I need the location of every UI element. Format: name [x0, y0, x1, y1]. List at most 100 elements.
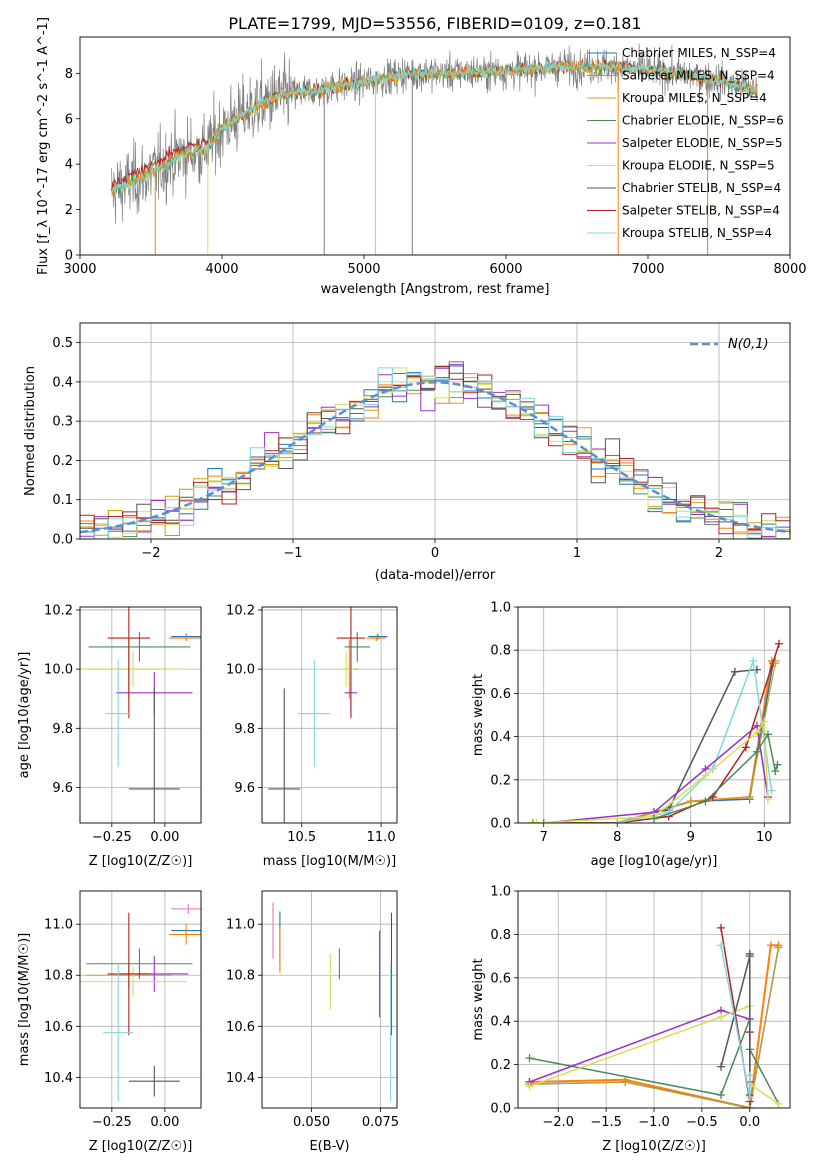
y-tick-label: 10.0	[44, 663, 73, 678]
y-tick-label: 10.6	[226, 1020, 255, 1035]
x-tick-label: 4000	[205, 262, 238, 277]
axes-frame	[261, 606, 398, 824]
x-tick-label: 8	[613, 830, 621, 845]
marker-chabrier_stelib	[745, 949, 754, 958]
x-tick-label: 0.00	[150, 830, 179, 845]
plot-area	[80, 607, 201, 823]
marker-chabrier_elodie	[701, 797, 710, 806]
x-tick-label: 0.075	[362, 1115, 399, 1130]
panel-residuals: −2 −1 0 1 2 0.0 0.1 0.2 0.3 0.4 0.5 (data-model)/er…	[23, 322, 791, 583]
y-tick-label: 11.0	[226, 918, 255, 933]
x-tick-label: 11.0	[367, 830, 396, 845]
y-tick-label: 0.8	[490, 928, 511, 943]
legend-label-normal: N(0,1)	[728, 337, 769, 352]
x-tick-label: 10	[756, 830, 773, 845]
y-tick-label: 10.8	[44, 969, 73, 984]
marker-kroupa_miles	[745, 793, 754, 802]
x-axis-label: wavelength [Angstrom, rest frame]	[321, 282, 550, 297]
marker-salpeter_elodie	[539, 819, 548, 823]
legend: Chabrier MILES, N_SSP=4 Salpeter MILES, N…	[587, 46, 784, 240]
legend-label-salpeter_stelib: Salpeter STELIB, N_SSP=4	[622, 204, 780, 218]
y-axis-label: age [log10(age/yr)]	[17, 652, 32, 779]
y-axis-label: mass [log10(M/M☉)]	[17, 933, 32, 1066]
x-tick-label: 3000	[63, 262, 96, 277]
x-axis-label: (data-model)/error	[375, 568, 496, 583]
marker-kroupa_stelib	[767, 786, 776, 795]
panel-mass_vs_ebv: 0.050 0.075 10.4 10.6 10.8 11.0 E(B-V)	[226, 890, 399, 1154]
legend-label-chabrier_stelib: Chabrier STELIB, N_SSP=4	[622, 181, 781, 195]
normal-curve	[80, 381, 790, 534]
line-chabrier_stelib	[720, 953, 751, 1095]
errorbar-kroupa_stelib	[298, 660, 331, 767]
legend-label-salpeter_miles: Salpeter MILES, N_SSP=4	[622, 69, 775, 83]
y-tick-label: 9.6	[234, 781, 255, 796]
model-line-kroupa_stelib	[110, 60, 758, 194]
y-axis-label: mass weight	[471, 958, 486, 1040]
x-tick-label: −0.25	[92, 830, 132, 845]
marker-kroupa_elodie	[760, 717, 769, 726]
x-axis-label: Z [log10(Z/Z☉)]	[89, 1139, 193, 1154]
y-tick-label: 0.6	[490, 687, 511, 702]
line-kroupa_miles	[529, 947, 780, 1108]
y-tick-label: 0.0	[52, 533, 73, 548]
errorbar-salpeter_miles	[169, 924, 201, 945]
figure-title: PLATE=1799, MJD=53556, FIBERID=0109, z=0…	[228, 14, 641, 33]
marker-salpeter_stelib	[741, 743, 750, 752]
errorbar-kroupa_elodie	[80, 966, 187, 997]
legend-label-chabrier_elodie: Chabrier ELODIE, N_SSP=6	[622, 114, 784, 128]
errorbar-salpeter_stelib	[107, 607, 151, 718]
y-tick-label: 0	[65, 249, 73, 264]
panel-mass_vs_Z: −0.25 0.00 10.4 10.6 10.8 11.0 Z [log10(Z/Z☉)]…	[17, 890, 202, 1154]
histogram-salpeter_stelib	[80, 366, 790, 539]
axes-frame	[79, 606, 202, 824]
errorbar-salpeter_stelib	[107, 912, 151, 1036]
marker-salpeter_stelib	[774, 639, 783, 648]
marker-kroupa_miles	[528, 819, 537, 823]
x-tick-label: 5000	[347, 262, 380, 277]
y-tick-label: 9.8	[234, 722, 255, 737]
y-tick-label: 9.6	[52, 781, 73, 796]
legend-label-chabrier_miles: Chabrier MILES, N_SSP=4	[622, 46, 776, 60]
axes-frame	[79, 36, 791, 256]
marker-chabrier_stelib	[730, 667, 739, 676]
marker-chabrier_elodie	[525, 1054, 534, 1063]
marker-chabrier_stelib	[717, 1062, 726, 1071]
panel-spectrum: 3000 4000 5000 6000 7000 8000 0 2 4 6 8 wavelength …	[36, 17, 807, 297]
x-tick-label: −1.0	[638, 1115, 670, 1130]
marker-kroupa_miles	[774, 943, 783, 952]
marker-kroupa_elodie	[774, 1099, 783, 1108]
plot-area	[262, 891, 397, 1108]
marker-kroupa_stelib	[749, 657, 758, 665]
y-tick-label: 4	[65, 158, 73, 173]
x-tick-label: −0.25	[92, 1115, 132, 1130]
y-tick-label: 0.6	[490, 971, 511, 986]
axes-frame	[517, 606, 791, 824]
y-axis-label: Normed distribution	[23, 366, 38, 496]
y-tick-label: 0.2	[490, 1058, 511, 1073]
y-tick-label: 0.8	[490, 644, 511, 659]
errorbar-kroupa_elodie	[80, 651, 187, 687]
legend-label-kroupa_miles: Kroupa MILES, N_SSP=4	[622, 91, 767, 105]
y-tick-label: 0.4	[490, 730, 511, 745]
y-tick-label: 0.4	[490, 1015, 511, 1030]
marker-kroupa_miles	[686, 797, 695, 806]
errorbar-chabrier_stelib	[128, 688, 180, 823]
y-tick-label: 0.2	[52, 454, 73, 469]
y-tick-label: 10.0	[226, 663, 255, 678]
marker-kroupa_elodie	[717, 1012, 726, 1021]
y-tick-label: 0.1	[52, 493, 73, 508]
spectrum-data-line	[110, 43, 758, 224]
y-axis-label: mass weight	[471, 674, 486, 756]
marker-kroupa_miles	[621, 1077, 630, 1086]
x-tick-label: −2	[141, 546, 160, 561]
errorbar-chabrier_miles	[368, 633, 388, 640]
x-tick-label: 2	[715, 546, 723, 561]
x-tick-label: 0.050	[293, 1115, 330, 1130]
axes-frame	[517, 890, 791, 1109]
x-tick-label: 0.0	[739, 1115, 760, 1130]
axes-frame	[261, 890, 398, 1109]
x-tick-label: 6000	[489, 262, 522, 277]
y-tick-label: 10.4	[44, 1071, 73, 1086]
marker-kroupa_elodie	[763, 795, 772, 804]
